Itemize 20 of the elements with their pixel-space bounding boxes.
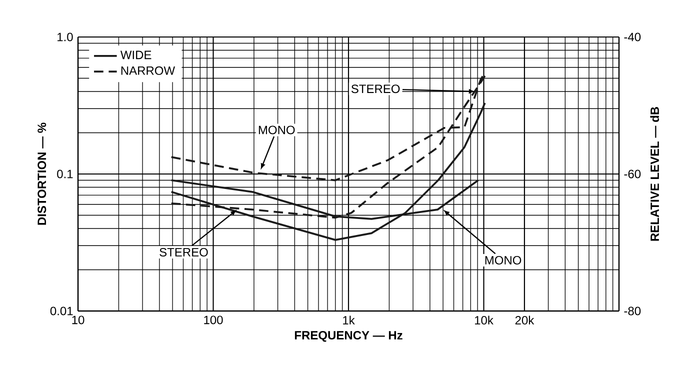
annotation: MONO xyxy=(258,126,295,134)
x-tick-label: 100 xyxy=(204,316,223,324)
y2-axis-title: RELATIVE LEVEL — dB xyxy=(650,106,660,241)
annotation: STEREO xyxy=(351,84,400,94)
annotation: STEREO xyxy=(160,248,208,256)
legend-label: NARROW xyxy=(121,66,176,75)
x-tick-label: 20k xyxy=(515,316,534,325)
y2-tick-label: -60 xyxy=(624,170,641,178)
x-tick-label: 10k xyxy=(475,316,494,325)
annotation: MONO xyxy=(485,256,522,264)
y2-tick-label: -40 xyxy=(624,32,641,42)
legend-label: WIDE xyxy=(120,50,152,60)
x-tick-label: 10 xyxy=(72,316,84,324)
y2-tick-label: -80 xyxy=(624,306,641,316)
y-axis-title: DISTORTION — % xyxy=(38,122,46,225)
y-tick-label: 0.01 xyxy=(50,306,73,316)
y-tick-label: 1.0 xyxy=(58,32,73,42)
x-tick-label: 1k xyxy=(343,316,355,324)
x-axis-title: FREQUENCY — Hz xyxy=(294,330,402,342)
y-tick-label: 0.1 xyxy=(57,170,73,178)
